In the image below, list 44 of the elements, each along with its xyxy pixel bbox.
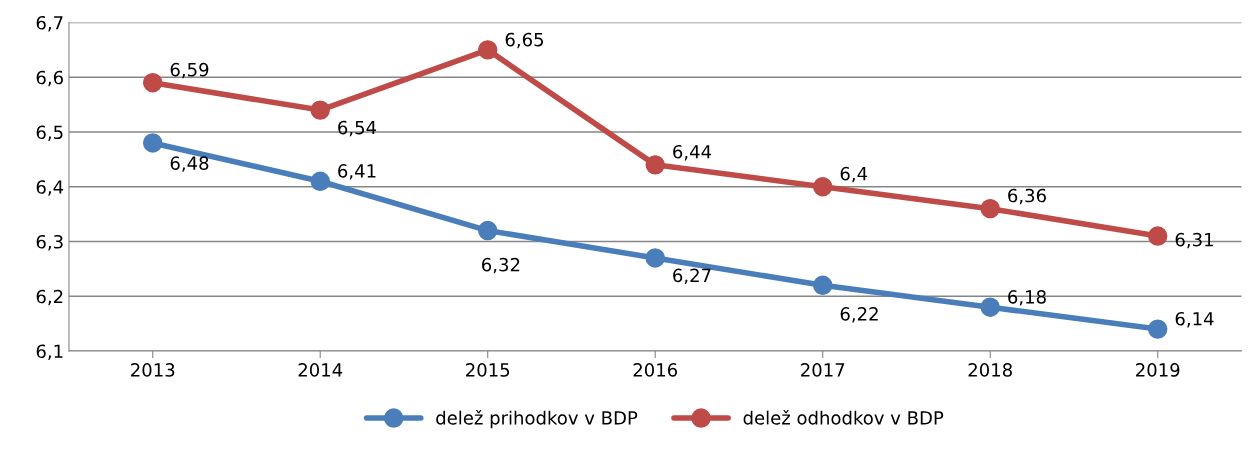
data-label: 6,31 — [1175, 232, 1213, 249]
x-tick-label: 2013 — [131, 363, 175, 377]
point — [310, 100, 330, 120]
point — [142, 133, 163, 153]
y-tick-label: 6,6 — [36, 70, 63, 87]
y-tick-label: 6,3 — [36, 234, 63, 251]
point — [477, 220, 498, 241]
data-label: 6,4 — [840, 166, 868, 183]
data-label: 6,32 — [482, 257, 520, 274]
data-label: 6,36 — [1008, 188, 1046, 205]
y-tick-label: 6,7 — [36, 15, 63, 32]
x-tick-label: 2019 — [1136, 363, 1180, 377]
y-tick-label: 6,2 — [36, 289, 63, 306]
point — [980, 297, 1000, 317]
data-label: 6,59 — [170, 62, 209, 79]
y-tick-label: 6,1 — [36, 344, 63, 360]
x-tick-label: 2017 — [801, 363, 845, 377]
x-tick-label: 2018 — [968, 363, 1012, 377]
point — [477, 40, 498, 60]
data-label: 6,65 — [505, 32, 544, 49]
data-label: 6,48 — [170, 156, 209, 172]
y-tick-label: 6,4 — [36, 180, 64, 196]
point — [980, 198, 1000, 219]
legend-label: delež odhodkov v BDP — [743, 409, 944, 425]
point — [1147, 226, 1168, 246]
point — [645, 248, 665, 268]
data-label: 6,27 — [673, 268, 711, 285]
x-tick-label: 2015 — [466, 363, 510, 377]
x-tick-label: 2014 — [298, 363, 343, 377]
data-label: 6,41 — [338, 164, 376, 180]
data-label: 6,54 — [338, 120, 377, 137]
x-tick-label: 2016 — [633, 363, 678, 377]
point — [310, 171, 330, 191]
point — [812, 275, 833, 296]
data-label: 6,44 — [673, 144, 712, 161]
point — [142, 73, 163, 93]
data-label: 6,18 — [1008, 290, 1046, 306]
y-tick-label: 6,5 — [36, 125, 63, 141]
legend-label: delež prihodkov v BDP — [436, 409, 638, 429]
data-label: 6,22 — [840, 307, 878, 323]
point — [1147, 319, 1168, 339]
data-label: 6,14 — [1175, 311, 1214, 328]
point — [645, 155, 665, 175]
point — [812, 177, 833, 197]
